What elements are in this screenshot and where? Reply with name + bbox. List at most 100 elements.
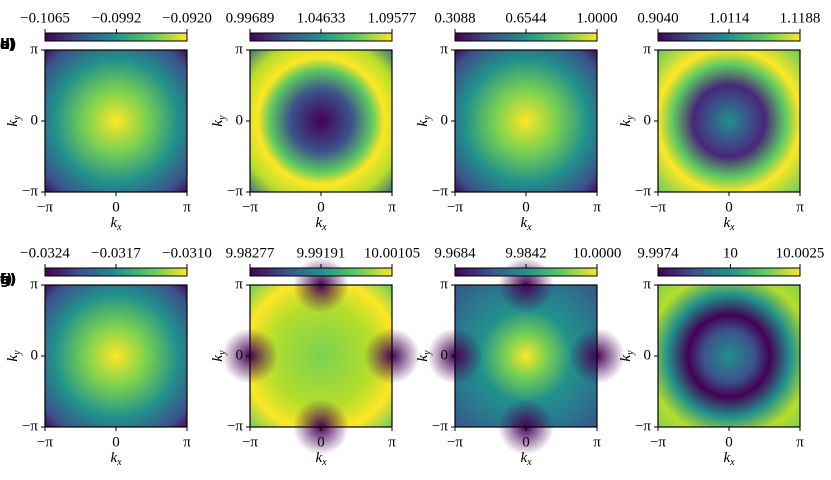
x-label-sub: x xyxy=(729,457,735,468)
colorbar-tick-label: 9.9974 xyxy=(637,245,679,261)
x-tick-label: π xyxy=(388,199,396,215)
y-label-base: k xyxy=(415,120,431,127)
x-label-sub: x xyxy=(526,457,532,468)
x-tick-label: 0 xyxy=(112,434,120,450)
x-tick-label: π xyxy=(388,434,396,450)
y-tick-label: −π xyxy=(432,183,448,199)
x-axis-label: kx xyxy=(723,215,735,233)
y-tick-label: π xyxy=(440,276,448,292)
colorbar-tick-label: 10.00105 xyxy=(364,245,420,261)
x-tick-label: −π xyxy=(37,199,53,215)
x-tick-label: 0 xyxy=(317,199,325,215)
x-label-sub: x xyxy=(729,222,735,233)
y-tick-label: 0 xyxy=(644,347,652,363)
colorbar-tick-label: 0.3088 xyxy=(434,10,475,26)
x-label-base: k xyxy=(110,450,117,466)
y-tick-label: 0 xyxy=(236,112,244,128)
x-axis-label: kx xyxy=(315,215,327,233)
colorbar-tick-label: 0.9040 xyxy=(637,10,678,26)
colorbar-tick-label: −0.0992 xyxy=(92,10,142,26)
y-tick-label: 0 xyxy=(441,112,449,128)
y-label-sub: y xyxy=(12,115,23,121)
x-tick-label: −π xyxy=(37,434,53,450)
colorbar-tick-label: −0.1065 xyxy=(20,10,70,26)
colorbar xyxy=(454,32,598,42)
y-axis-label: ky xyxy=(618,350,636,362)
heatmap-image xyxy=(658,285,800,427)
colorbar-tick-label: 0.6544 xyxy=(505,10,547,26)
x-tick-label: π xyxy=(593,434,601,450)
colorbar-tick-label: 9.9684 xyxy=(434,245,476,261)
heatmap-image xyxy=(45,50,187,192)
x-label-sub: x xyxy=(116,457,122,468)
y-axis-label: ky xyxy=(5,115,23,127)
y-tick-label: π xyxy=(643,41,651,57)
y-tick-label: −π xyxy=(22,418,38,434)
y-label-base: k xyxy=(415,355,431,362)
x-label-base: k xyxy=(520,450,527,466)
x-label-base: k xyxy=(110,215,117,231)
panel-label: d) xyxy=(0,37,16,53)
y-axis-label: ky xyxy=(210,350,228,362)
y-tick-label: −π xyxy=(22,183,38,199)
colorbar xyxy=(249,32,393,42)
panel-label: g) xyxy=(0,272,16,288)
heatmap-image xyxy=(658,50,800,192)
y-label-base: k xyxy=(5,355,21,362)
y-tick-label: −π xyxy=(432,418,448,434)
y-label-base: k xyxy=(210,120,226,127)
y-axis-label: ky xyxy=(415,350,433,362)
x-label-base: k xyxy=(723,450,730,466)
y-label-base: k xyxy=(210,355,226,362)
x-axis-label: kx xyxy=(520,450,532,468)
x-label-base: k xyxy=(315,215,322,231)
x-tick-label: 0 xyxy=(725,199,733,215)
y-tick-label: π xyxy=(643,276,651,292)
panel-label: f) xyxy=(0,272,13,288)
x-tick-label: 0 xyxy=(317,434,325,450)
panel-label: c) xyxy=(0,37,15,53)
colorbar-tick-label: 1.0000 xyxy=(576,10,617,26)
x-tick-label: 0 xyxy=(725,434,733,450)
y-axis-label: ky xyxy=(618,115,636,127)
x-axis-label: kx xyxy=(723,450,735,468)
y-tick-label: π xyxy=(235,276,243,292)
y-tick-label: 0 xyxy=(236,347,244,363)
x-tick-label: −π xyxy=(447,199,463,215)
y-tick-label: 0 xyxy=(644,112,652,128)
x-label-base: k xyxy=(315,450,322,466)
colorbar-tick-label: 9.98277 xyxy=(226,245,275,261)
y-tick-label: π xyxy=(235,41,243,57)
heatmap-image xyxy=(45,285,187,427)
y-label-sub: y xyxy=(422,115,433,121)
y-tick-label: 0 xyxy=(31,347,39,363)
colorbar-tick-label: 1.1188 xyxy=(780,10,821,26)
colorbar-tick-label: −0.0317 xyxy=(91,245,141,261)
x-label-sub: x xyxy=(321,457,327,468)
x-tick-label: π xyxy=(593,199,601,215)
y-tick-label: −π xyxy=(635,183,651,199)
y-label-sub: y xyxy=(422,350,433,356)
x-axis-label: kx xyxy=(110,450,122,468)
x-tick-label: −π xyxy=(447,434,463,450)
y-label-sub: y xyxy=(217,115,228,121)
colorbar-tick-label: 9.99191 xyxy=(297,245,346,261)
colorbar-tick-label: 1.0114 xyxy=(709,10,750,26)
x-label-sub: x xyxy=(526,222,532,233)
y-label-base: k xyxy=(618,120,634,127)
panel-label: a) xyxy=(0,37,16,53)
x-label-base: k xyxy=(520,215,527,231)
heatmap-image xyxy=(455,50,597,192)
colorbar-tick-label: 10 xyxy=(723,245,738,261)
y-label-sub: y xyxy=(12,350,23,356)
x-label-sub: x xyxy=(116,222,122,233)
panel-label: b) xyxy=(0,37,16,53)
x-tick-label: 0 xyxy=(522,199,530,215)
colorbar xyxy=(657,267,801,277)
x-tick-label: π xyxy=(183,434,191,450)
y-tick-label: π xyxy=(30,41,38,57)
y-axis-label: ky xyxy=(5,350,23,362)
colorbar xyxy=(44,32,188,42)
x-tick-label: π xyxy=(796,199,804,215)
y-tick-label: 0 xyxy=(31,112,39,128)
